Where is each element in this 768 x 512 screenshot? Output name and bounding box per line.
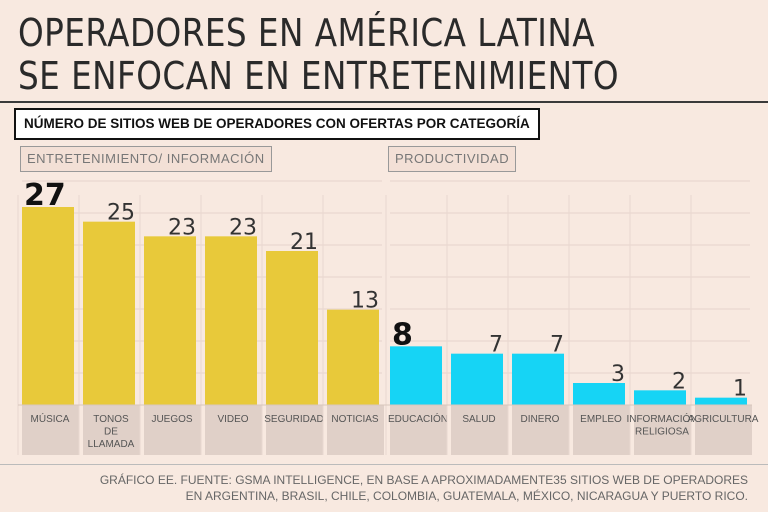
value-label-11: 2: [672, 369, 686, 394]
category-band: [451, 405, 508, 455]
value-label-3: 23: [168, 215, 196, 240]
category-band: [205, 405, 262, 455]
chart-title: OPERADORES EN AMÉRICA LATINA SE ENFOCAN …: [18, 12, 654, 98]
title-divider: [0, 101, 768, 103]
value-label-9: 7: [550, 333, 564, 358]
bar-5: [266, 251, 318, 405]
value-label-10: 3: [611, 362, 625, 387]
group-label-entertainment: ENTRETENIMIENTO/ INFORMACIÓN: [20, 146, 272, 172]
category-band: [144, 405, 201, 455]
category-label-9: DINERO: [521, 414, 560, 425]
bar-9: [512, 353, 564, 405]
category-label-2: LLAMADA: [88, 439, 135, 450]
category-label-5: SEGURIDAD: [264, 414, 323, 425]
source-line-2: EN ARGENTINA, BRASIL, CHILE, COLOMBIA, G…: [185, 489, 748, 503]
value-label-5: 21: [290, 230, 318, 255]
category-label-1: MÚSICA: [31, 412, 70, 425]
value-label-12: 1: [733, 377, 747, 402]
category-label-6: NOTICIAS: [331, 414, 379, 425]
bar-6: [327, 309, 379, 405]
source-note: GRÁFICO EE. FUENTE: GSMA INTELLIGENCE, E…: [28, 472, 748, 504]
category-label-12: AGRICULTURA: [688, 414, 759, 425]
category-label-3: JUEGOS: [151, 414, 192, 425]
bar-4: [205, 236, 257, 405]
category-band: [573, 405, 630, 455]
bar-8: [451, 353, 503, 405]
category-label-8: SALUD: [462, 414, 495, 425]
category-band: [634, 405, 691, 455]
source-line-1: GRÁFICO EE. FUENTE: GSMA INTELLIGENCE, E…: [99, 473, 748, 487]
bar-3: [144, 236, 196, 405]
value-label-1: 27: [24, 178, 66, 213]
value-label-2: 25: [107, 201, 135, 226]
category-label-7: EDUCACIÓN: [388, 412, 448, 425]
chart-subtitle: NÚMERO DE SITIOS WEB DE OPERADORES CON O…: [14, 108, 540, 140]
bar-2: [83, 221, 135, 405]
bar-10: [573, 383, 625, 405]
title-line-2: SE ENFOCAN EN ENTRETENIMIENTO: [18, 54, 620, 98]
category-band: [695, 405, 752, 455]
category-label-11: RELIGIOSA: [635, 427, 689, 438]
bar-11: [634, 390, 686, 405]
category-band: [390, 405, 447, 455]
category-label-10: EMPLEO: [580, 414, 622, 425]
bar-12: [695, 397, 747, 405]
category-band: [266, 405, 323, 455]
category-band: [327, 405, 384, 455]
value-label-7: 8: [392, 317, 413, 352]
category-band: [83, 405, 140, 455]
category-label-2: DE: [104, 427, 118, 438]
bar-1: [22, 207, 74, 405]
category-band: [512, 405, 569, 455]
category-label-4: VIDEO: [217, 414, 248, 425]
footer-divider: [0, 464, 768, 465]
category-band: [22, 405, 79, 455]
bar-7: [390, 346, 442, 405]
value-label-4: 23: [229, 215, 257, 240]
category-label-11: INFORMACIÓN: [626, 412, 697, 425]
value-label-6: 13: [351, 289, 379, 314]
group-label-productivity: PRODUCTIVIDAD: [388, 146, 517, 172]
value-label-8: 7: [489, 333, 503, 358]
category-label-2: TONOS: [93, 414, 129, 425]
title-line-1: OPERADORES EN AMÉRICA LATINA: [18, 11, 596, 55]
